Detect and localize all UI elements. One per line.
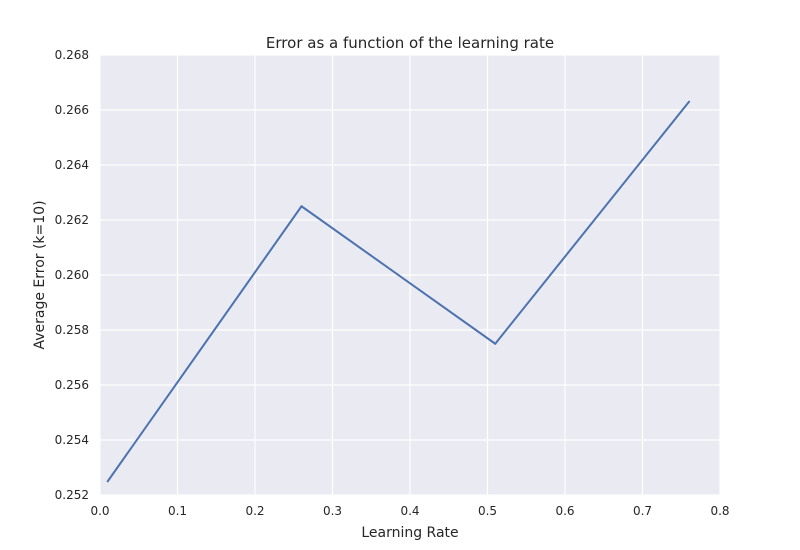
chart-title: Error as a function of the learning rate [266,34,554,52]
x-tick-label: 0.6 [555,504,574,518]
y-tick-label: 0.258 [55,323,89,337]
y-tick-label: 0.252 [55,488,89,502]
y-tick-label: 0.264 [55,158,89,172]
x-tick-label: 0.5 [478,504,497,518]
x-tick-label: 0.1 [168,504,187,518]
data-point [106,480,109,483]
x-tick-label: 0.3 [323,504,342,518]
data-point [688,100,690,103]
y-tick-label: 0.266 [55,103,89,117]
y-tick-label: 0.260 [55,268,89,282]
grid-layer [99,54,721,496]
tick-layer: 0.0 0.1 0.2 0.3 0.4 0.5 0.6 0.7 0.8 0.252 0.254 0.2… [55,48,730,518]
x-axis-label: Learning Rate [361,525,458,541]
data-point [300,205,303,208]
x-tick-label: 0.2 [245,504,264,518]
x-tick-label: 0.4 [400,504,419,518]
x-tick-label: 0.7 [633,504,652,518]
x-tick-label: 0.0 [90,504,109,518]
series-layer [106,100,690,483]
y-tick-label: 0.262 [55,213,89,227]
y-axis-label: Average Error (k=10) [32,200,48,349]
y-tick-label: 0.256 [55,378,89,392]
y-tick-label: 0.268 [55,48,89,62]
data-point [494,342,497,345]
series-line [106,100,690,483]
y-tick-label: 0.254 [55,433,89,447]
x-tick-label: 0.8 [710,504,729,518]
